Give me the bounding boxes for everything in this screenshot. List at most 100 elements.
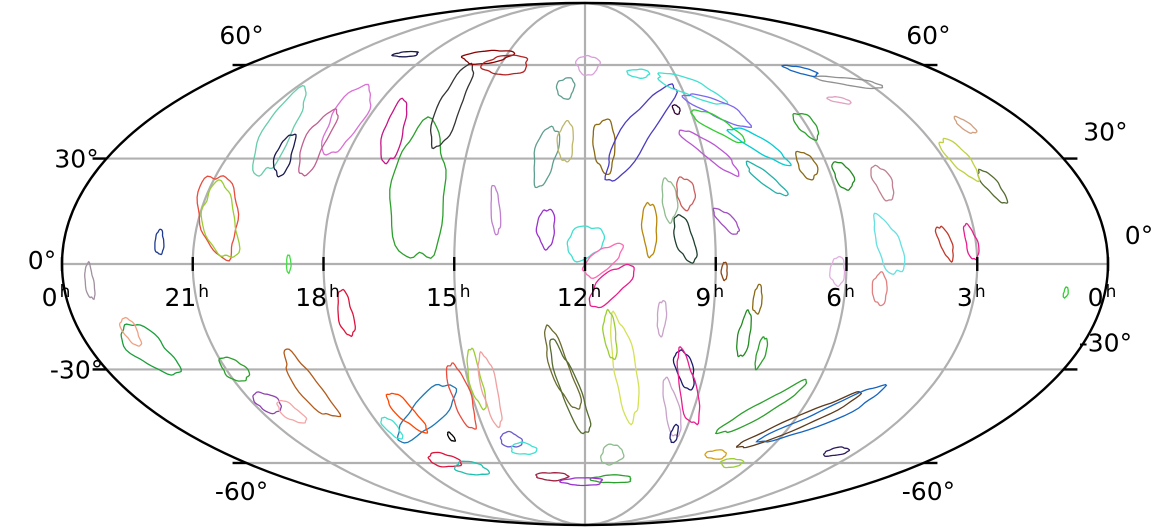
localization-contour [589, 474, 632, 484]
dec-label-left: -60° [215, 477, 268, 506]
localization-contour [499, 430, 523, 448]
localization-contour [690, 109, 746, 144]
localization-contour [429, 62, 475, 150]
localization-contour [453, 460, 491, 476]
localization-contour [588, 263, 635, 309]
dec-label-left: 0° [28, 246, 56, 275]
localization-contour [604, 83, 678, 182]
localization-contour [812, 75, 884, 90]
localization-contour [490, 184, 502, 236]
label-layer: 0 h 21 h 18 h 15 h 12 h 9 h 6 h 3 h 0 h 60° 30° 0° -30° -60° 60… [28, 21, 1153, 506]
localization-contour [320, 83, 372, 156]
ra-label-3: 15 h [426, 282, 471, 312]
localization-contour [559, 477, 604, 487]
localization-contour [196, 175, 240, 262]
localization-contour [610, 310, 640, 426]
localization-contour [602, 308, 618, 361]
localization-contour [200, 179, 241, 259]
localization-contour [736, 309, 752, 358]
localization-contour [962, 222, 980, 261]
localization-contour [574, 54, 601, 76]
localization-contour [396, 383, 458, 444]
dec-label-left: -30° [50, 355, 103, 384]
localization-contour [427, 451, 463, 468]
localization-contour [555, 77, 576, 100]
localization-contour [751, 283, 763, 315]
localization-contour [298, 108, 339, 177]
localization-contour [871, 271, 888, 307]
localization-contour [755, 383, 888, 443]
ra-label-2: 18 h [295, 282, 340, 312]
dec-label-right: -60° [902, 477, 955, 506]
localization-contour [477, 351, 503, 429]
localization-contour [252, 84, 307, 177]
localization-contour [977, 168, 1009, 204]
dec-label-left: 60° [219, 21, 263, 50]
dec-label-right: 0° [1125, 221, 1153, 250]
localization-contour [795, 150, 819, 181]
localization-contour [719, 457, 745, 469]
localization-contour [704, 449, 727, 460]
localization-contour [673, 214, 698, 264]
localization-contour [549, 338, 592, 435]
localization-contour [380, 97, 408, 165]
localization-contour [218, 356, 251, 382]
localization-contour [829, 255, 846, 288]
localization-contour [720, 261, 728, 282]
localization-contour [252, 391, 282, 415]
localization-contour [781, 64, 819, 78]
localization-contour [714, 378, 808, 435]
localization-contour [873, 212, 906, 275]
localization-contour [661, 177, 679, 225]
localization-contour [272, 133, 297, 178]
localization-contour [671, 104, 681, 116]
localization-contour [934, 225, 954, 263]
localization-contour [754, 336, 769, 371]
localization-contour [533, 125, 561, 189]
localization-contour [276, 399, 308, 424]
localization-contour [285, 254, 292, 275]
localization-contour [283, 348, 342, 418]
localization-contour [831, 161, 856, 191]
localization-contour [657, 72, 729, 105]
localization-contour [792, 112, 820, 141]
localization-contour [676, 176, 697, 212]
localization-contour [938, 137, 981, 183]
localization-contour [626, 68, 651, 79]
localization-contour [389, 116, 447, 260]
ra-label-4: 12 h [557, 282, 602, 312]
dec-label-right: -30° [1079, 328, 1132, 357]
localization-contour [726, 127, 792, 167]
localization-contour [556, 119, 574, 163]
localization-contour [678, 129, 740, 177]
localization-contour [535, 208, 556, 251]
dec-label-right: 30° [1083, 118, 1127, 147]
localization-contour [380, 416, 404, 440]
localization-contour [84, 260, 96, 301]
contour-layer [84, 49, 1069, 487]
localization-contour [391, 50, 420, 58]
localization-contour [535, 472, 570, 482]
localization-contour [822, 446, 851, 457]
localization-contour [466, 347, 487, 411]
localization-contour [826, 96, 852, 105]
localization-contour [119, 316, 143, 347]
localization-contour [445, 362, 477, 430]
localization-contour [120, 323, 182, 376]
ra-label-1: 21 h [164, 282, 209, 312]
dec-label-left: 30° [54, 145, 98, 174]
localization-contour [735, 391, 863, 449]
localization-contour [656, 299, 668, 338]
localization-contour [446, 431, 457, 442]
localization-contour [510, 441, 538, 456]
localization-contour [640, 201, 658, 259]
localization-contour [870, 164, 895, 202]
localization-contour [337, 288, 356, 338]
localization-contour [480, 54, 529, 76]
